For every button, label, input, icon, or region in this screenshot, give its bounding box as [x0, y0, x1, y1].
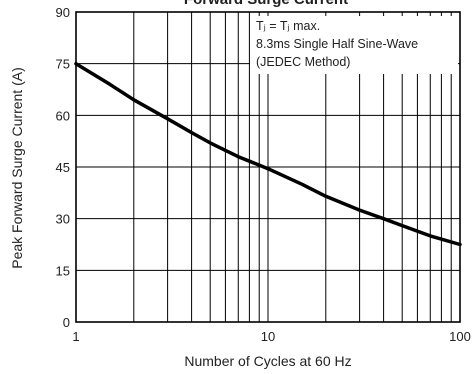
x-tick-labels: 1 10 100	[72, 329, 470, 344]
x-axis-label: Number of Cycles at 60 Hz	[184, 353, 351, 369]
annotation-line-3: (JEDEC Method)	[256, 55, 350, 69]
x-tick-label: 100	[449, 329, 471, 344]
annotation-line-1: Tⱼ = Tⱼ max.	[256, 19, 320, 33]
y-tick-label: 60	[56, 108, 70, 123]
y-tick-labels: 0 15 30 45 60 75 90	[56, 5, 70, 330]
y-tick-label: 30	[56, 212, 70, 227]
y-tick-label: 45	[56, 160, 70, 175]
y-tick-label: 15	[56, 263, 70, 278]
y-axis-label: Peak Forward Surge Current (A)	[9, 67, 25, 269]
chart-title: Forward Surge Current	[184, 0, 348, 8]
annotation-line-2: 8.3ms Single Half Sine-Wave	[256, 37, 418, 51]
y-tick-label: 0	[63, 315, 70, 330]
y-tick-label: 90	[56, 5, 70, 20]
surge-current-curve	[74, 61, 462, 247]
y-tick-label: 75	[56, 57, 70, 72]
annotation-box	[250, 16, 458, 74]
x-tick-label: 1	[72, 329, 79, 344]
plot-frame	[75, 11, 461, 323]
x-tick-label: 10	[261, 329, 275, 344]
